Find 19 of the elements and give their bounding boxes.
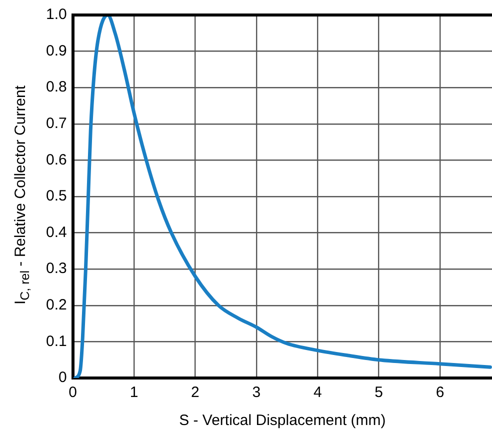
x-tick-label: 2 bbox=[191, 384, 200, 402]
y-tick-label: 0.8 bbox=[46, 78, 67, 96]
x-axis-title: S - Vertical Displacement (mm) bbox=[179, 412, 386, 430]
y-tick-label: 0.3 bbox=[46, 260, 67, 278]
y-tick-label: 1.0 bbox=[46, 6, 67, 24]
x-tick-label: 5 bbox=[374, 384, 383, 402]
y-tick-label: 0 bbox=[58, 369, 67, 386]
x-tick-label: 4 bbox=[313, 384, 322, 402]
x-tick-label: 1 bbox=[130, 384, 138, 402]
y-tick-label: 0.6 bbox=[46, 151, 67, 168]
line-series bbox=[74, 15, 492, 378]
y-tick-label: 0.9 bbox=[46, 42, 67, 60]
y-tick-label: 0.5 bbox=[46, 188, 67, 205]
y-tick-label: 0.7 bbox=[46, 115, 67, 132]
y-tick-label: 0.4 bbox=[46, 224, 67, 241]
x-tick-label: 3 bbox=[252, 384, 261, 402]
y-tick-label: 0.2 bbox=[46, 296, 67, 314]
x-tick-label: 6 bbox=[436, 384, 444, 402]
y-tick-label: 0.1 bbox=[46, 332, 67, 350]
